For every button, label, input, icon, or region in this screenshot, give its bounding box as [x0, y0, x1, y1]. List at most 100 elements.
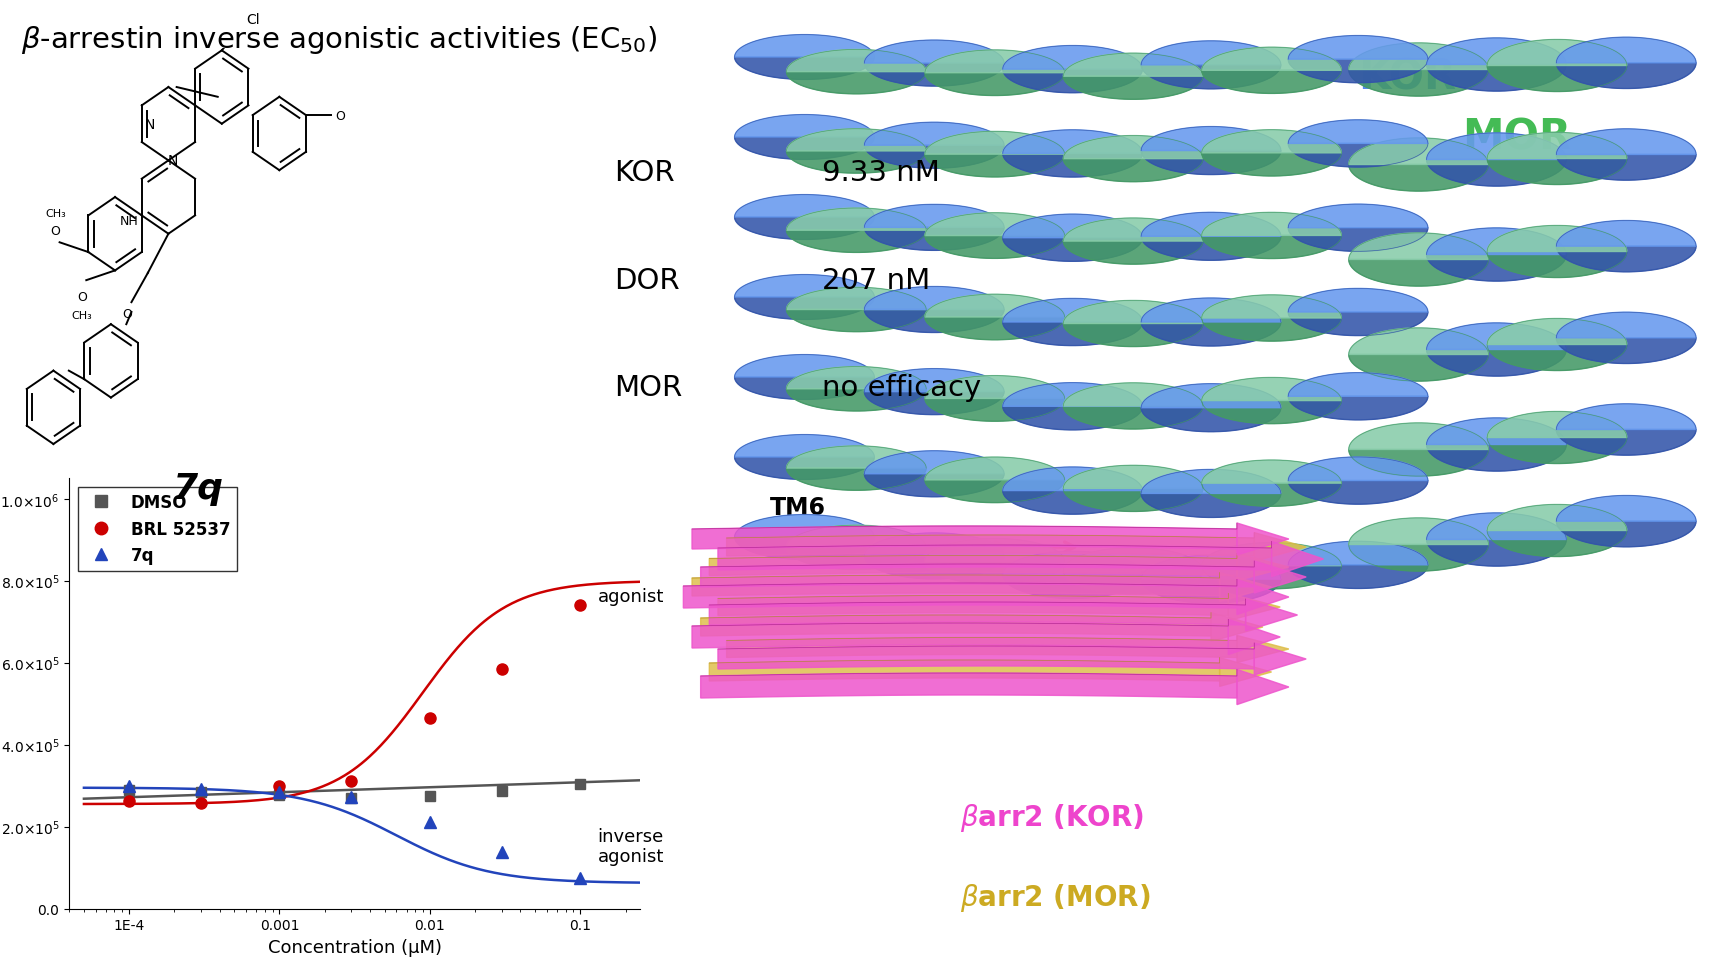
Polygon shape: [1272, 542, 1323, 577]
Polygon shape: [926, 236, 1064, 259]
Polygon shape: [1488, 66, 1626, 93]
Polygon shape: [1003, 468, 1142, 491]
Polygon shape: [926, 457, 1064, 481]
Polygon shape: [1427, 229, 1566, 255]
Polygon shape: [735, 35, 874, 58]
Polygon shape: [1237, 636, 1289, 663]
Polygon shape: [1349, 165, 1488, 191]
Text: CH₃: CH₃: [73, 311, 92, 320]
Polygon shape: [865, 392, 1003, 415]
Polygon shape: [735, 457, 874, 480]
Polygon shape: [709, 660, 1220, 681]
Polygon shape: [1228, 619, 1280, 655]
Polygon shape: [1202, 378, 1341, 402]
Polygon shape: [1427, 540, 1566, 567]
Polygon shape: [1427, 39, 1566, 65]
Polygon shape: [1064, 324, 1202, 347]
Polygon shape: [1142, 151, 1280, 176]
Polygon shape: [926, 51, 1064, 73]
Polygon shape: [1349, 234, 1488, 260]
Polygon shape: [1202, 236, 1341, 259]
Polygon shape: [787, 390, 926, 411]
Polygon shape: [1228, 594, 1280, 621]
Polygon shape: [865, 147, 1003, 169]
Text: TM6: TM6: [770, 495, 825, 520]
Text: agonist: agonist: [597, 587, 664, 606]
Polygon shape: [1557, 338, 1695, 364]
Polygon shape: [1142, 556, 1280, 579]
Polygon shape: [1557, 313, 1695, 338]
Polygon shape: [727, 535, 1254, 557]
Polygon shape: [701, 616, 1211, 636]
Polygon shape: [787, 151, 926, 174]
Text: DOR: DOR: [614, 267, 680, 294]
Polygon shape: [1064, 159, 1202, 183]
Polygon shape: [1289, 566, 1427, 589]
Polygon shape: [1142, 299, 1280, 322]
Polygon shape: [787, 51, 926, 72]
Polygon shape: [1557, 247, 1695, 273]
Polygon shape: [1349, 139, 1488, 165]
Polygon shape: [701, 565, 1254, 587]
Polygon shape: [1349, 519, 1488, 545]
Polygon shape: [1427, 160, 1566, 187]
Polygon shape: [1064, 219, 1202, 242]
Polygon shape: [1142, 213, 1280, 237]
Polygon shape: [1349, 260, 1488, 287]
Polygon shape: [735, 356, 874, 378]
Polygon shape: [735, 218, 874, 240]
Polygon shape: [926, 562, 1064, 584]
Polygon shape: [1003, 131, 1142, 154]
Polygon shape: [1142, 384, 1280, 408]
Polygon shape: [1003, 575, 1142, 599]
Polygon shape: [1427, 255, 1566, 281]
Polygon shape: [1289, 121, 1427, 145]
Polygon shape: [1064, 466, 1202, 488]
Polygon shape: [1557, 38, 1695, 64]
Polygon shape: [865, 123, 1003, 147]
Polygon shape: [1289, 145, 1427, 168]
Polygon shape: [1349, 450, 1488, 477]
Polygon shape: [1202, 296, 1341, 319]
Polygon shape: [1064, 384, 1202, 406]
Text: 9.33 nM: 9.33 nM: [822, 159, 939, 187]
Polygon shape: [1003, 299, 1142, 322]
Polygon shape: [787, 130, 926, 151]
Polygon shape: [1064, 137, 1202, 159]
Polygon shape: [787, 526, 926, 548]
Polygon shape: [1349, 423, 1488, 450]
Polygon shape: [1427, 323, 1566, 350]
Polygon shape: [1488, 159, 1626, 186]
Polygon shape: [1557, 404, 1695, 430]
Polygon shape: [1202, 153, 1341, 177]
Polygon shape: [735, 435, 874, 457]
Polygon shape: [865, 556, 1003, 579]
Polygon shape: [926, 132, 1064, 155]
Polygon shape: [735, 298, 874, 320]
Polygon shape: [735, 378, 874, 400]
Polygon shape: [718, 545, 1272, 571]
Polygon shape: [926, 539, 1064, 562]
Polygon shape: [926, 399, 1064, 422]
Text: MOR: MOR: [614, 374, 682, 402]
Polygon shape: [926, 73, 1064, 97]
Polygon shape: [1211, 613, 1263, 642]
Text: O: O: [336, 109, 344, 122]
Polygon shape: [865, 228, 1003, 251]
Polygon shape: [1003, 154, 1142, 178]
Text: NH: NH: [119, 215, 138, 228]
Polygon shape: [787, 288, 926, 310]
Polygon shape: [1220, 573, 1272, 602]
Polygon shape: [1142, 470, 1280, 494]
Polygon shape: [1289, 36, 1427, 60]
Polygon shape: [1488, 505, 1626, 531]
Polygon shape: [1142, 322, 1280, 347]
Text: O: O: [50, 225, 61, 238]
Polygon shape: [1488, 40, 1626, 66]
Polygon shape: [1349, 355, 1488, 382]
Polygon shape: [865, 64, 1003, 87]
Polygon shape: [1142, 127, 1280, 151]
Text: $\beta$-arrestin inverse agonistic activities (EC$_{50}$): $\beta$-arrestin inverse agonistic activ…: [21, 24, 657, 57]
Polygon shape: [1289, 397, 1427, 420]
Polygon shape: [787, 548, 926, 570]
